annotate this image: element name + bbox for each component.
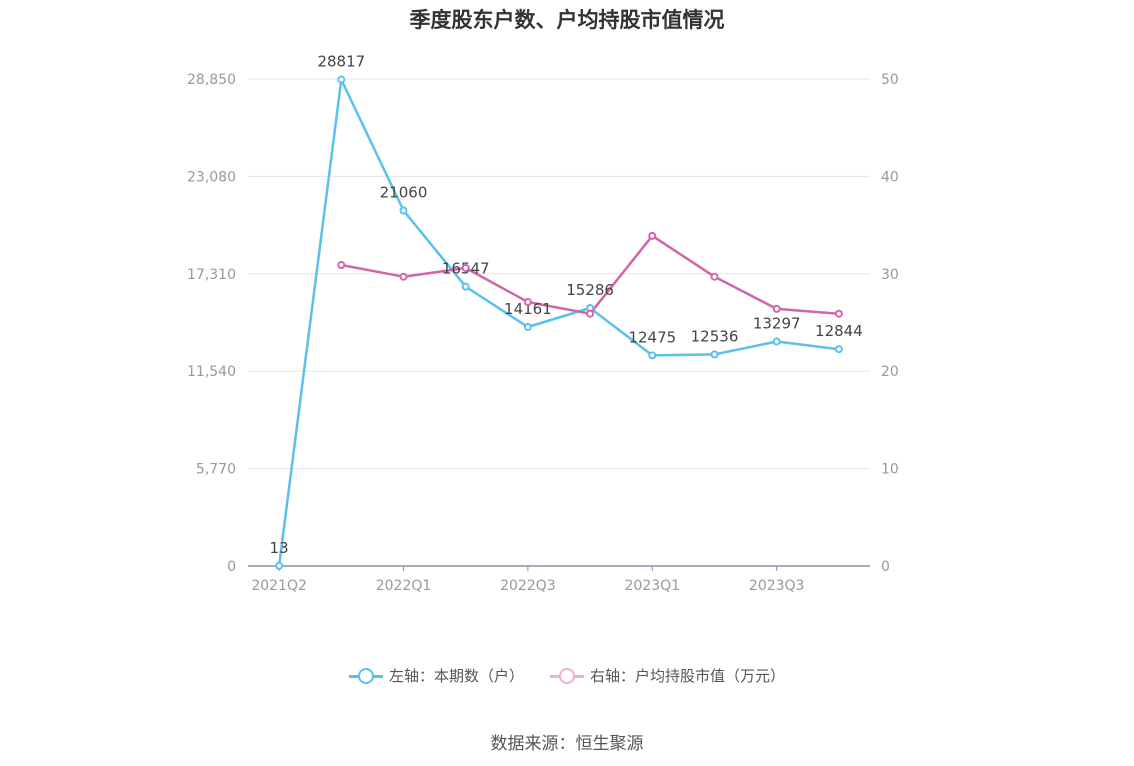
- y-right-tick-label: 30: [881, 267, 899, 283]
- x-tick-label: 2022Q3: [500, 578, 556, 594]
- data-point-right: [710, 272, 719, 281]
- data-point-left: [399, 206, 408, 215]
- data-label: 12475: [628, 328, 676, 346]
- data-point-right: [461, 263, 470, 272]
- x-tick-label: 2021Q2: [251, 578, 307, 594]
- legend-label-right: 右轴：户均持股市值（万元）: [590, 667, 786, 685]
- y-left-tick-label: 23,080: [187, 169, 236, 185]
- y-right-tick-label: 10: [881, 462, 899, 478]
- series-line-left: [277, 78, 840, 566]
- data-label: 28817: [317, 53, 365, 71]
- data-point-left: [772, 337, 781, 346]
- data-point-right: [399, 272, 408, 281]
- data-point-left: [523, 322, 532, 331]
- data-point-left: [834, 345, 843, 354]
- data-label: 14161: [504, 300, 552, 318]
- y-left-tick-label: 5,770: [196, 462, 236, 478]
- data-label: 12844: [815, 322, 863, 340]
- line-chart: 0 0 5,770 10 11,540 20 17,310 30 23,080 40 28,850 5…: [187, 53, 899, 594]
- data-label: 13297: [753, 315, 801, 333]
- data-point-left: [337, 75, 346, 84]
- x-tick-label: 2023Q1: [625, 578, 681, 594]
- data-label: 12536: [691, 327, 739, 345]
- y-right-tick-label: 50: [881, 72, 899, 88]
- y-left-tick-label: 17,310: [187, 267, 236, 283]
- data-point-right: [337, 261, 346, 270]
- x-tick-label: 2023Q3: [749, 578, 805, 594]
- data-point-left: [461, 282, 470, 291]
- data-source: 数据来源：恒生聚源: [490, 734, 644, 754]
- y-right-tick-label: 0: [881, 559, 890, 575]
- y-right-tick-label: 40: [881, 169, 899, 185]
- x-tick-label: 2022Q1: [376, 578, 432, 594]
- series-line-right: [341, 234, 839, 315]
- data-point-left: [648, 351, 657, 360]
- legend-label-left: 左轴：本期数（户）: [388, 667, 524, 685]
- y-right-tick-label: 20: [881, 364, 899, 380]
- data-point-right: [648, 231, 657, 240]
- data-point-right: [586, 309, 595, 318]
- data-point-right: [523, 298, 532, 307]
- legend-item-left-series[interactable]: 左轴：本期数（户）: [348, 665, 524, 686]
- data-point-left: [275, 561, 284, 570]
- data-point-right: [834, 309, 843, 318]
- chart-legend: 左轴：本期数（户） 右轴：户均持股市值（万元）: [0, 665, 1134, 686]
- data-point-right: [772, 304, 781, 313]
- data-label: 13: [270, 539, 289, 557]
- data-label: 21060: [380, 183, 428, 201]
- legend-swatch-pink: [550, 667, 584, 685]
- y-left-tick-label: 28,850: [187, 72, 236, 88]
- legend-item-right-series[interactable]: 右轴：户均持股市值（万元）: [550, 665, 785, 686]
- data-label: 15286: [566, 281, 614, 299]
- chart-title: 季度股东户数、户均持股市值情况: [409, 8, 725, 32]
- y-left-tick-label: 0: [227, 559, 236, 575]
- y-left-tick-label: 11,540: [187, 364, 236, 380]
- legend-swatch-blue: [348, 667, 383, 685]
- data-point-left: [710, 350, 719, 359]
